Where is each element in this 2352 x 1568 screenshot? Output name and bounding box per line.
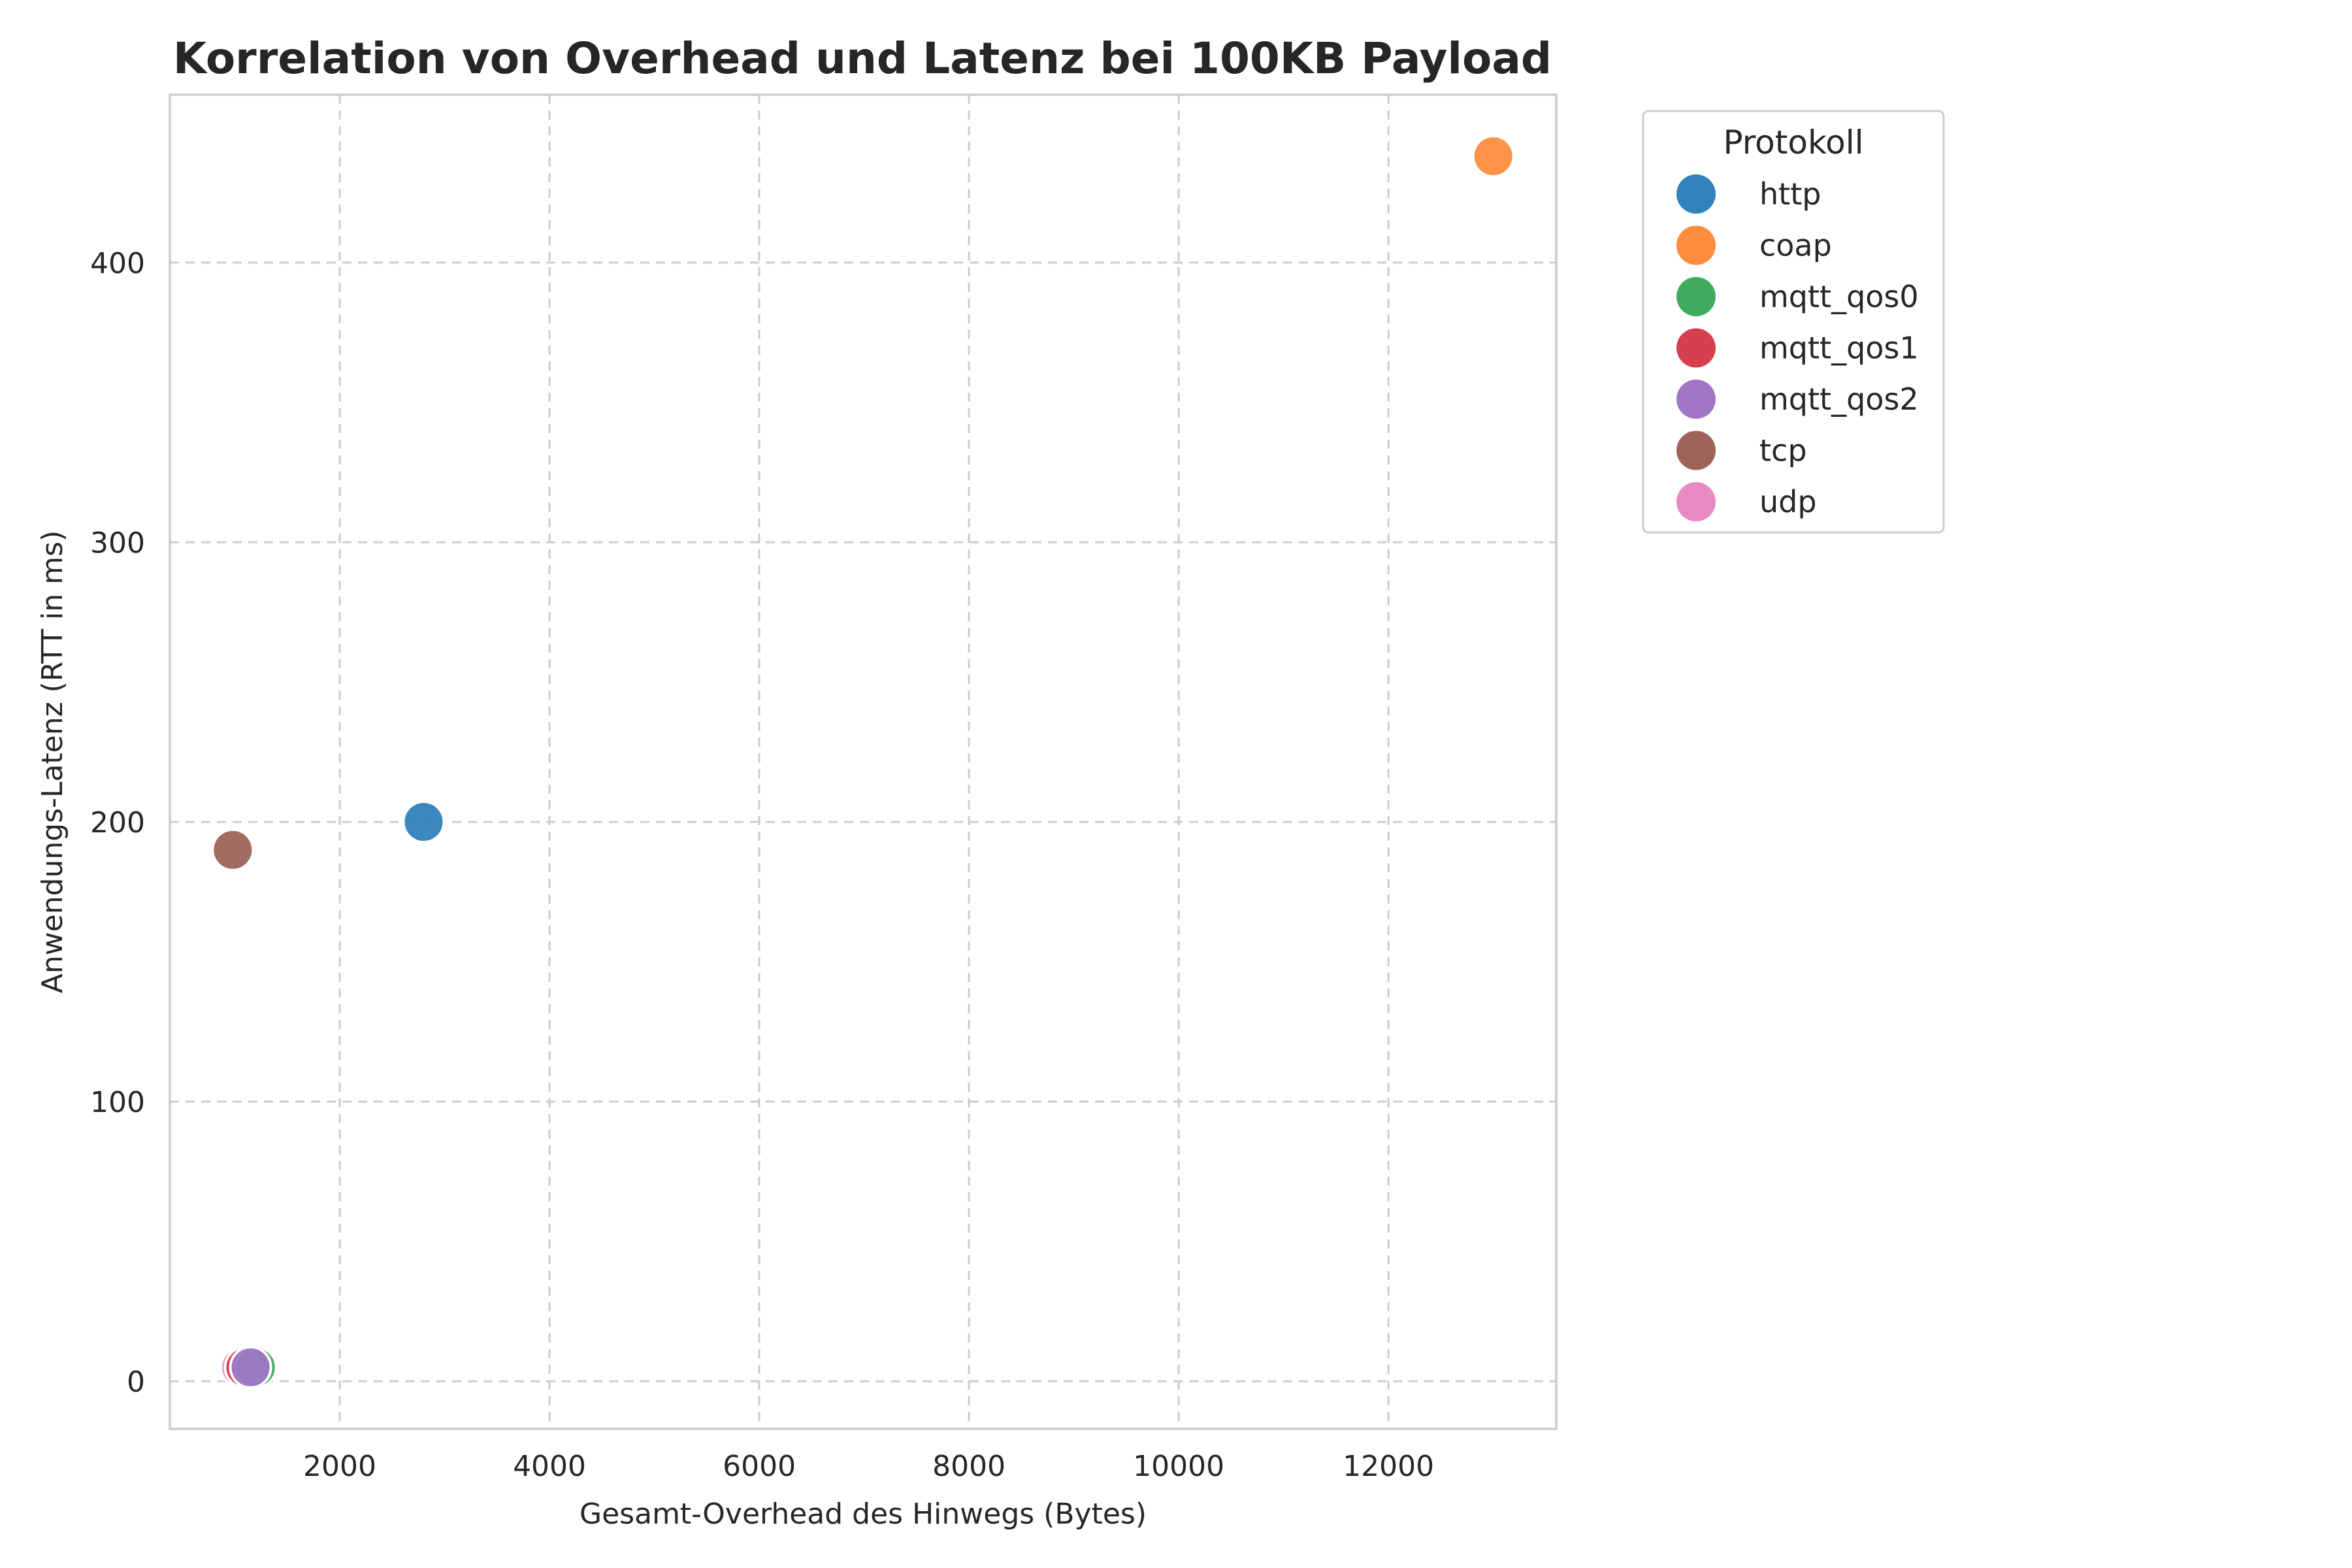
- x-axis-label: Gesamt-Overhead des Hinwegs (Bytes): [580, 1497, 1147, 1531]
- plot-area-frame: [169, 93, 1558, 1430]
- x-tick-label: 2000: [303, 1450, 376, 1483]
- legend-label-http: http: [1759, 176, 1821, 212]
- legend-marker-mqtt_qos2: [1676, 380, 1716, 419]
- y-tick-label: 100: [90, 1086, 145, 1119]
- x-tick-label: 6000: [723, 1450, 796, 1483]
- legend-label-mqtt_qos2: mqtt_qos2: [1759, 382, 1919, 417]
- x-tick-label: 4000: [513, 1450, 586, 1483]
- legend-marker-mqtt_qos0: [1676, 277, 1716, 316]
- y-tick-label: 400: [90, 247, 145, 280]
- y-tick-label: 200: [90, 806, 145, 840]
- legend-marker-http: [1676, 174, 1716, 214]
- legend-marker-udp: [1676, 482, 1716, 521]
- x-tick-label: 10000: [1133, 1450, 1224, 1483]
- x-tick-label: 8000: [932, 1450, 1005, 1483]
- data-point-coap: [1471, 135, 1515, 178]
- legend-label-udp: udp: [1759, 484, 1817, 519]
- y-axis-ticks: 0 100 200 300 400: [90, 247, 145, 1399]
- chart-title: Korrelation von Overhead und Latenz bei …: [173, 33, 1552, 84]
- y-tick-label: 0: [127, 1365, 145, 1399]
- legend-label-coap: coap: [1759, 228, 1832, 263]
- data-point-mqtt_qos2: [229, 1345, 272, 1389]
- legend-label-tcp: tcp: [1759, 433, 1807, 468]
- grid: [170, 95, 1556, 1429]
- legend-label-mqtt_qos1: mqtt_qos1: [1759, 331, 1919, 366]
- data-point-http: [402, 800, 446, 844]
- legend-marker-tcp: [1676, 431, 1716, 470]
- legend-marker-mqtt_qos1: [1676, 328, 1716, 368]
- legend-title: Protokoll: [1723, 123, 1863, 161]
- x-axis-ticks: 2000 4000 6000 8000 10000 12000: [303, 1450, 1434, 1483]
- x-tick-label: 12000: [1343, 1450, 1434, 1483]
- legend-label-mqtt_qos0: mqtt_qos0: [1759, 279, 1919, 314]
- y-axis-label: Anwendungs-Latenz (RTT in ms): [36, 531, 69, 994]
- data-points: [211, 135, 1515, 1389]
- y-tick-label: 300: [90, 527, 145, 560]
- legend-marker-coap: [1676, 225, 1716, 265]
- legend: Protokoll http coap mqtt_qos0 mqtt_qos1mqtt…: [1642, 110, 1945, 534]
- data-point-tcp: [211, 828, 255, 872]
- legend-box: [1642, 110, 1945, 534]
